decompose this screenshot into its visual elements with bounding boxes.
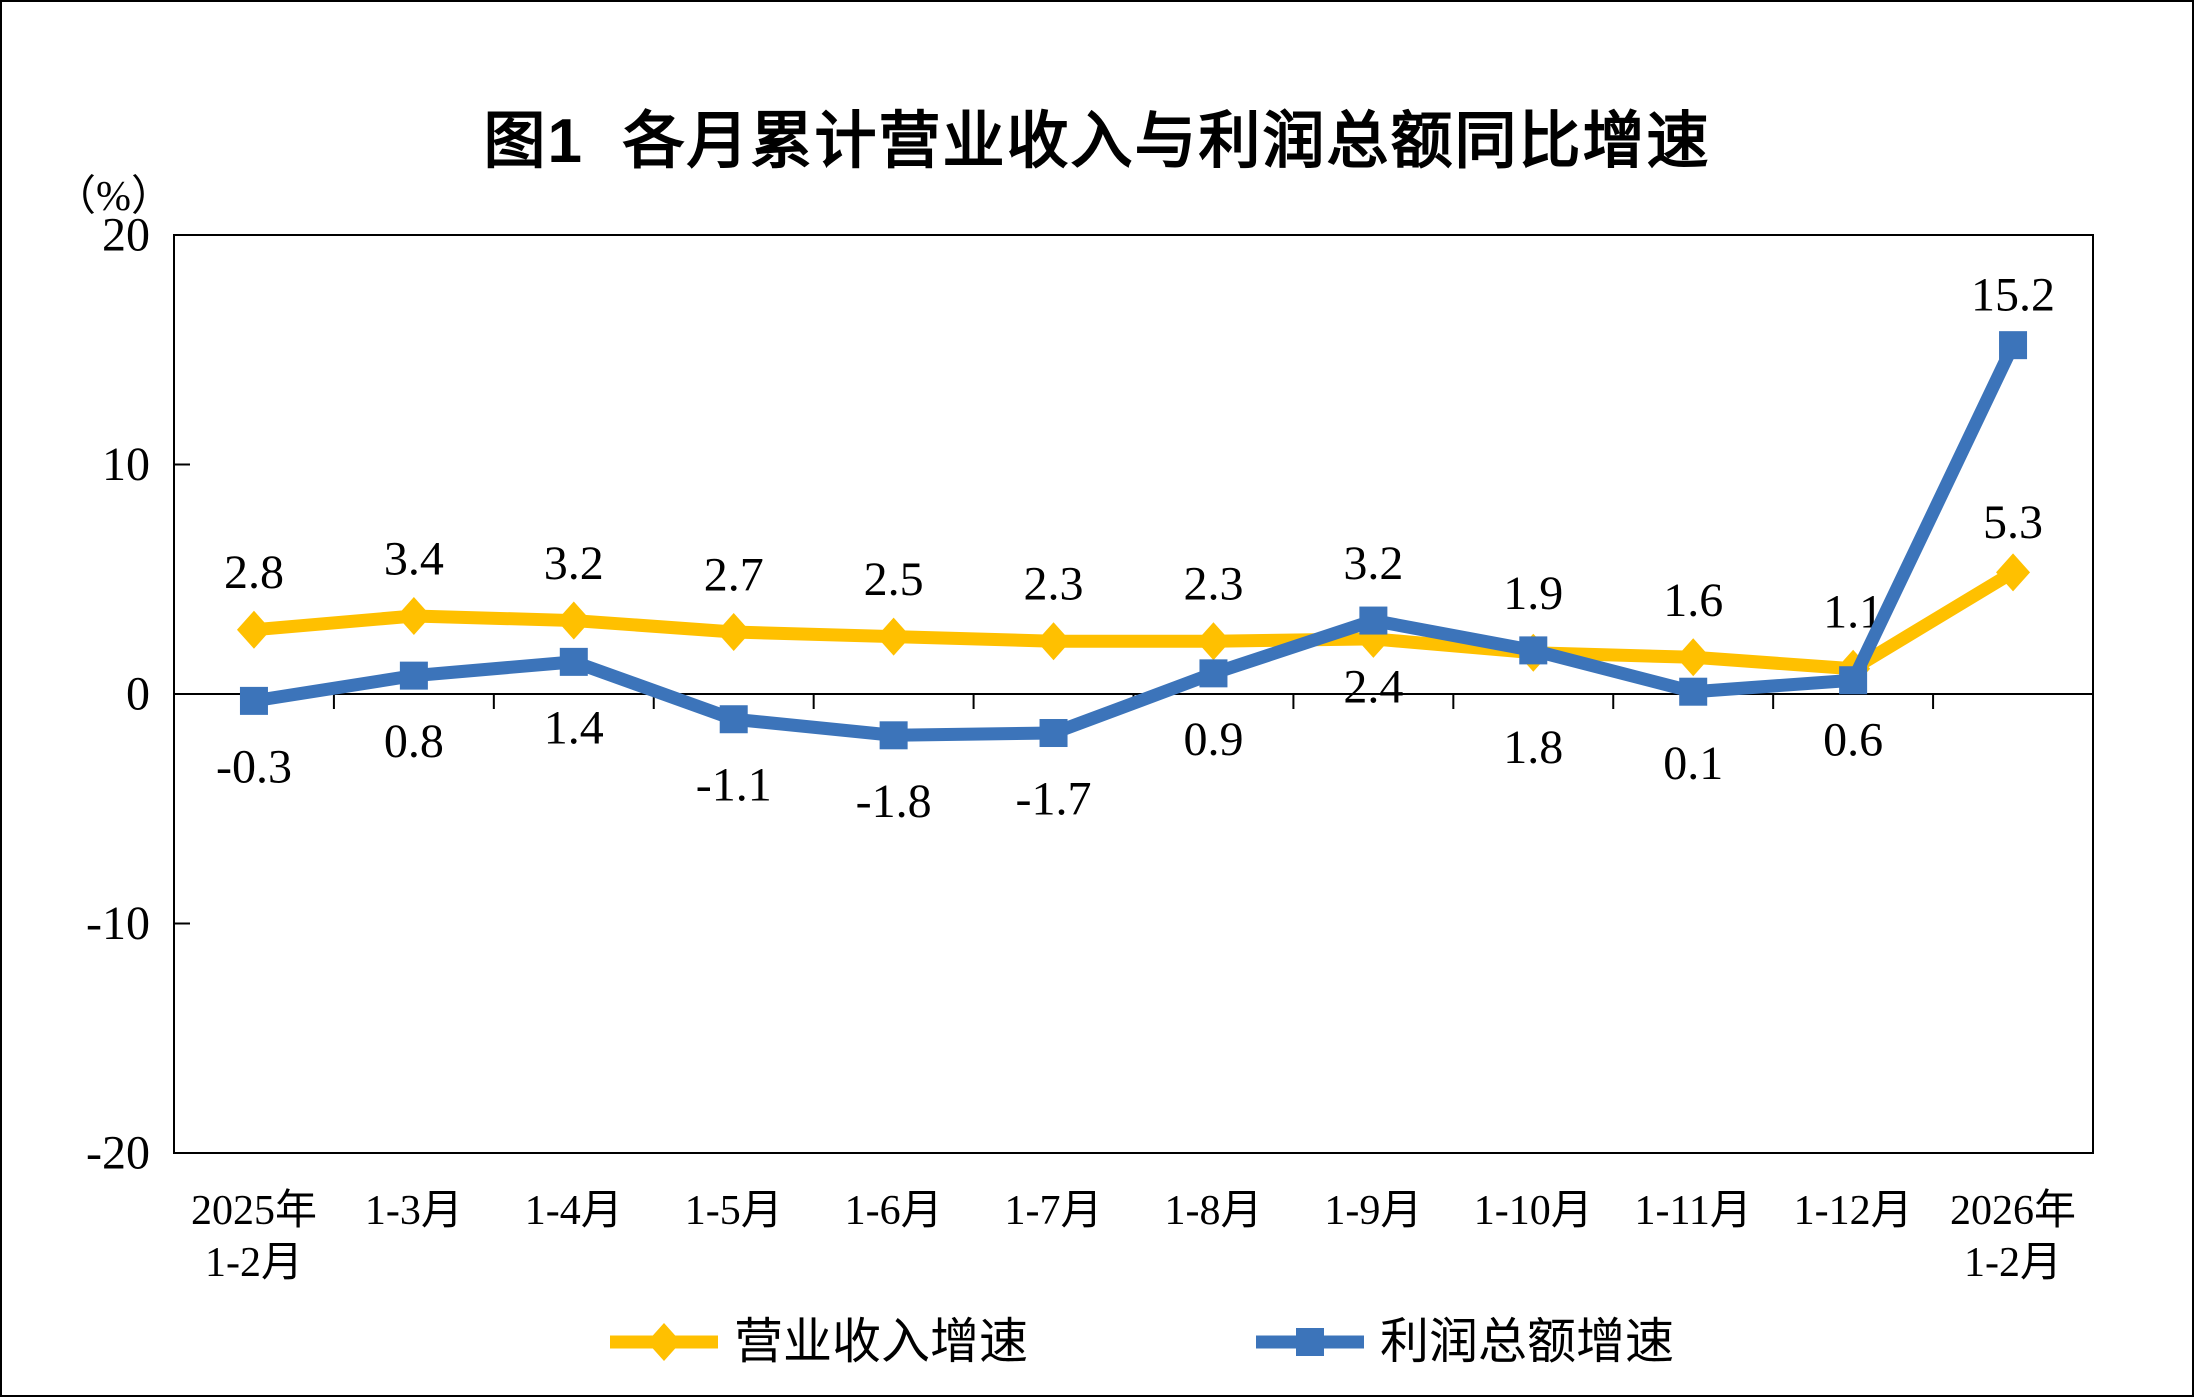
data-label: 1.4 — [544, 701, 604, 754]
x-axis-label: 1-9月 — [1324, 1188, 1422, 1234]
data-label: 3.2 — [1343, 537, 1403, 590]
data-label: 1.6 — [1663, 574, 1723, 627]
x-axis-label: 1-11月 — [1634, 1188, 1751, 1234]
legend-item-revenue: 营业收入增速 — [608, 1310, 1028, 1374]
x-axis-label: 1-10月 — [1474, 1188, 1593, 1234]
diamond-marker-icon — [610, 1323, 718, 1361]
data-label: 5.3 — [1983, 496, 2043, 549]
legend: 营业收入增速 利润总额增速 — [2, 1310, 2192, 1380]
data-label: 0.9 — [1183, 713, 1243, 766]
data-label: 2.5 — [864, 553, 924, 606]
data-label: 2.8 — [224, 546, 284, 599]
chart-title: 图1 各月累计营业收入与利润总额同比增速 — [483, 107, 1711, 176]
profit-growth-line — [252, 342, 2019, 742]
data-marker — [1676, 638, 1711, 677]
data-label: -0.3 — [216, 740, 292, 793]
data-marker — [1996, 553, 2031, 592]
data-marker — [1036, 622, 1071, 661]
x-axis-label: 1-6月 — [845, 1188, 943, 1234]
x-axis-label: 1-12月 — [1794, 1188, 1913, 1234]
data-label: 0.8 — [384, 715, 444, 768]
data-marker — [399, 661, 428, 690]
x-axis-label: 1-3月 — [365, 1188, 463, 1234]
x-axis-label: 1-5月 — [685, 1188, 783, 1234]
data-label: 2.7 — [704, 549, 764, 602]
data-marker — [1359, 606, 1388, 635]
legend-label-profit: 利润总额增速 — [1380, 1314, 1675, 1369]
data-label: -1.7 — [1016, 773, 1092, 826]
y-axis-label: -10 — [86, 897, 150, 950]
y-axis-label: 0 — [126, 668, 150, 721]
data-marker — [236, 610, 271, 649]
revenue-growth-line — [253, 566, 2017, 676]
data-label: 0.1 — [1663, 737, 1723, 790]
data-marker — [716, 613, 751, 652]
x-axis-label: 1-8月 — [1164, 1188, 1262, 1234]
data-marker — [1679, 677, 1708, 706]
data-marker — [1196, 622, 1231, 661]
data-marker — [556, 601, 591, 640]
data-label: 1.9 — [1503, 567, 1563, 620]
data-marker — [396, 596, 431, 635]
data-label: 2.3 — [1183, 558, 1243, 611]
data-marker — [719, 705, 748, 734]
data-label: 15.2 — [1971, 269, 2055, 322]
y-axis-label: 10 — [102, 438, 150, 491]
data-marker — [1199, 659, 1228, 688]
data-marker — [1039, 719, 1068, 748]
x-axis-label: 1-4月 — [525, 1188, 623, 1234]
legend-item-profit: 利润总额增速 — [1254, 1310, 1674, 1374]
data-marker — [559, 647, 588, 676]
data-label: 3.2 — [544, 537, 604, 590]
data-marker — [1519, 636, 1548, 665]
data-label: 1.8 — [1503, 721, 1563, 774]
legend-label-revenue: 营业收入增速 — [734, 1314, 1029, 1369]
data-label: -1.8 — [856, 775, 932, 828]
data-marker — [879, 721, 908, 750]
square-marker-icon — [1256, 1328, 1364, 1356]
x-axis-label: 1-2月 — [1964, 1240, 2062, 1286]
x-axis-label: 1-2月 — [205, 1240, 303, 1286]
y-axis-label: -20 — [86, 1127, 150, 1180]
data-label: 3.4 — [384, 532, 444, 585]
data-label: 2.4 — [1343, 660, 1403, 713]
data-marker — [876, 617, 911, 656]
data-label: 2.3 — [1024, 558, 1084, 611]
x-axis-label: 1-7月 — [1005, 1188, 1103, 1234]
data-label: 0.6 — [1823, 714, 1883, 767]
data-label: -1.1 — [696, 759, 772, 812]
data-marker — [1839, 666, 1868, 695]
data-marker — [239, 686, 268, 715]
data-marker — [1999, 331, 2028, 360]
x-axis-label: 2026年 — [1950, 1187, 2076, 1234]
x-axis-label: 2025年 — [191, 1187, 317, 1234]
y-axis-unit-label: （%） — [54, 174, 173, 220]
y-axis-label: 20 — [102, 209, 150, 262]
